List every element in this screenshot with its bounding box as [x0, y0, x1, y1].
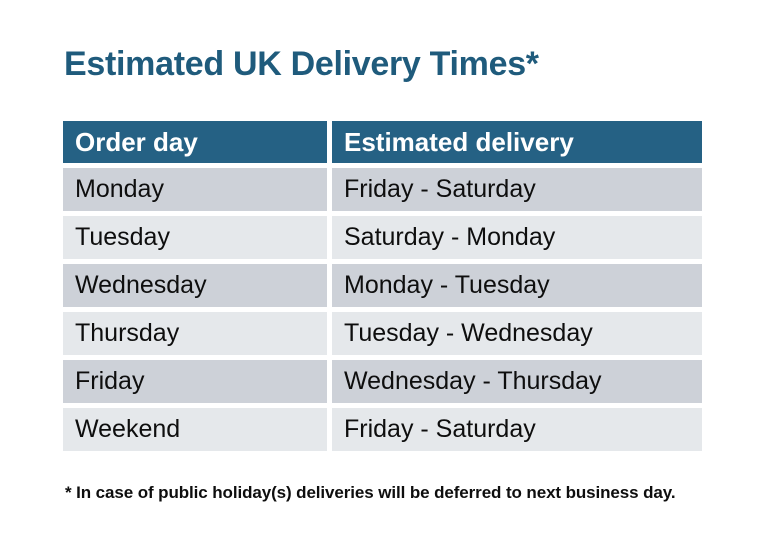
estimated-delivery-cell: Saturday - Monday	[332, 216, 702, 259]
order-day-cell: Wednesday	[63, 264, 327, 307]
estimated-delivery-cell: Friday - Saturday	[332, 168, 702, 211]
order-day-header: Order day	[63, 121, 327, 163]
estimated-delivery-header: Estimated delivery	[332, 121, 702, 163]
order-day-cell: Monday	[63, 168, 327, 211]
order-day-cell: Tuesday	[63, 216, 327, 259]
estimated-delivery-cell: Monday - Tuesday	[332, 264, 702, 307]
estimated-delivery-cell: Wednesday - Thursday	[332, 360, 702, 403]
order-day-cell: Friday	[63, 360, 327, 403]
footnote: * In case of public holiday(s) deliverie…	[65, 483, 676, 502]
delivery-times-table: Order day Estimated delivery Monday Frid…	[63, 121, 702, 451]
order-day-cell: Thursday	[63, 312, 327, 355]
estimated-delivery-cell: Friday - Saturday	[332, 408, 702, 451]
estimated-delivery-cell: Tuesday - Wednesday	[332, 312, 702, 355]
order-day-cell: Weekend	[63, 408, 327, 451]
page-title: Estimated UK Delivery Times*	[64, 45, 539, 83]
